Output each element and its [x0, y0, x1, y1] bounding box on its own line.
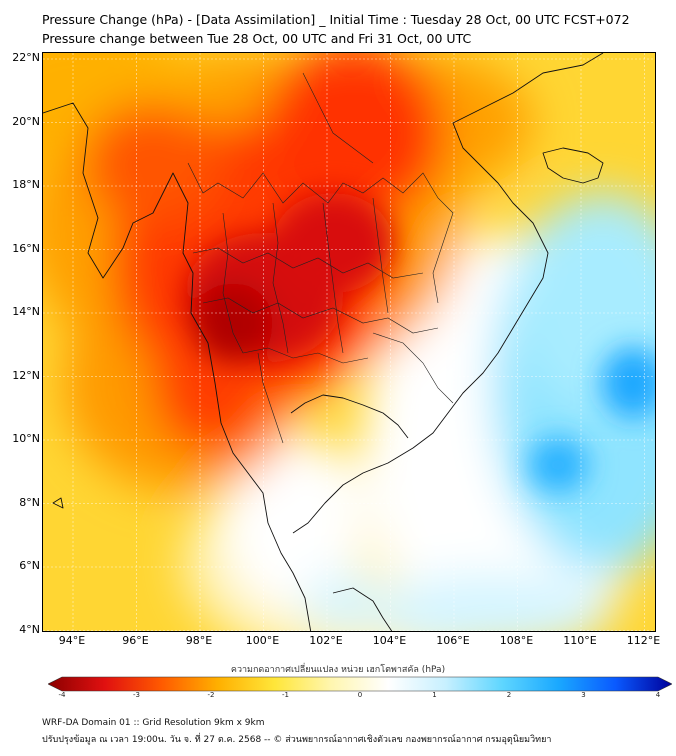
colorbar-tick-label: 1	[432, 691, 437, 699]
lat-label: 16°N	[12, 241, 40, 255]
colorbar-tick-label: -2	[207, 691, 215, 699]
lon-label: 108°E	[499, 634, 534, 647]
colorbar-tick-label: -4	[58, 691, 66, 699]
lon-label: 112°E	[626, 634, 661, 647]
colorbar-tick-label: -3	[133, 691, 140, 699]
update-info: ปรับปรุงข้อมูล ณ เวลา 19:00น. วัน จ. ที่…	[42, 735, 552, 745]
lat-label: 18°N	[12, 178, 40, 191]
lon-label: 100°E	[245, 634, 280, 647]
model-info: WRF-DA Domain 01 :: Grid Resolution 9km …	[42, 718, 265, 728]
colorbar-bar	[48, 676, 672, 692]
lat-label: 22°N	[12, 51, 40, 64]
lon-label: 96°E	[122, 634, 149, 647]
lat-label: 4°N	[19, 622, 40, 636]
admin-borders	[187, 72, 454, 444]
colorbar-title: ความกดอากาศเปลี่ยนแปลง หน่วย เฮกโตพาสคัล…	[230, 665, 446, 675]
lon-label: 110°E	[563, 634, 597, 647]
lon-label: 104°E	[372, 634, 407, 647]
graticule	[43, 53, 655, 631]
field-core	[183, 193, 655, 493]
lon-label: 98°E	[185, 634, 213, 647]
colorbar-tick-label: 3	[581, 691, 586, 699]
lon-label: 102°E	[309, 634, 343, 647]
colorbar-tick-label: 2	[506, 691, 512, 699]
map-title: Pressure Change (hPa) - [Data Assimilati…	[42, 12, 630, 27]
map-subtitle: Pressure change between Tue 28 Oct, 00 U…	[42, 31, 472, 46]
lat-label: 12°N	[12, 368, 40, 382]
map-canvas	[43, 53, 655, 631]
colorbar-tick-label: -1	[282, 691, 289, 699]
lat-label: 14°N	[12, 305, 40, 318]
lat-label: 6°N	[19, 559, 40, 572]
lon-label: 94°E	[58, 634, 86, 647]
colorbar	[48, 676, 672, 692]
coastlines	[43, 53, 604, 631]
pressure-change-map	[42, 52, 656, 632]
colorbar-tick-label: 0	[357, 691, 363, 699]
lat-label: 20°N	[12, 114, 40, 128]
colorbar-tick-label: 4	[655, 691, 661, 699]
lat-label: 10°N	[12, 432, 40, 445]
lat-label: 8°N	[19, 495, 40, 509]
lon-label: 106°E	[436, 634, 470, 647]
